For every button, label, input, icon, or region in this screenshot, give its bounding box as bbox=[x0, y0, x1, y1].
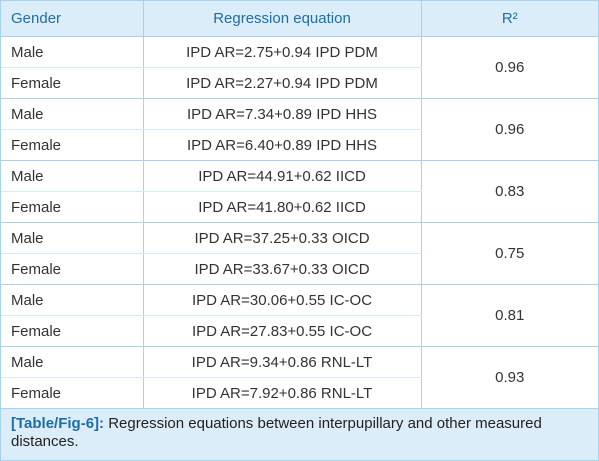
cell-r-squared: 0.93 bbox=[421, 346, 598, 409]
table-row: Female IPD AR=2.27+0.94 IPD PDM bbox=[1, 67, 598, 99]
cell-equation: IPD AR=6.40+0.89 IPD HHS bbox=[143, 129, 422, 161]
cell-gender: Male bbox=[1, 284, 144, 316]
cell-r-squared: 0.75 bbox=[421, 222, 598, 285]
table-row: Male IPD AR=9.34+0.86 RNL-LT 0.93 bbox=[1, 346, 598, 409]
header-regression-equation: Regression equation bbox=[143, 1, 422, 37]
cell-equation: IPD AR=41.80+0.62 IICD bbox=[143, 191, 422, 223]
cell-gender: Male bbox=[1, 98, 144, 130]
table-caption: [Table/Fig-6]: Regression equations betw… bbox=[1, 409, 598, 460]
table-header-row: Gender Regression equation R² bbox=[1, 1, 598, 37]
cell-r-squared: 0.81 bbox=[421, 284, 598, 347]
cell-gender: Male bbox=[1, 160, 144, 192]
cell-equation: IPD AR=2.27+0.94 IPD PDM bbox=[143, 67, 422, 99]
caption-text: Regression equations between interpupill… bbox=[11, 415, 542, 450]
cell-equation: IPD AR=30.06+0.55 IC-OC bbox=[143, 284, 422, 316]
table-row: Female IPD AR=6.40+0.89 IPD HHS bbox=[1, 129, 598, 161]
cell-r-squared: 0.83 bbox=[421, 160, 598, 223]
table-row: Female IPD AR=27.83+0.55 IC-OC bbox=[1, 315, 598, 347]
table-row: Male IPD AR=37.25+0.33 OICD 0.75 bbox=[1, 222, 598, 285]
cell-equation: IPD AR=37.25+0.33 OICD bbox=[143, 222, 422, 254]
cell-gender: Female bbox=[1, 377, 144, 409]
cell-r-squared: 0.96 bbox=[421, 36, 598, 99]
regression-table: Gender Regression equation R² Male IPD A… bbox=[1, 1, 598, 409]
cell-gender: Female bbox=[1, 129, 144, 161]
table-row: Male IPD AR=44.91+0.62 IICD 0.83 bbox=[1, 160, 598, 223]
cell-gender: Female bbox=[1, 253, 144, 285]
cell-equation: IPD AR=44.91+0.62 IICD bbox=[143, 160, 422, 192]
cell-gender: Male bbox=[1, 222, 144, 254]
table-row: Male IPD AR=30.06+0.55 IC-OC 0.81 bbox=[1, 284, 598, 347]
cell-gender: Female bbox=[1, 191, 144, 223]
table-row: Female IPD AR=33.67+0.33 OICD bbox=[1, 253, 598, 285]
cell-gender: Male bbox=[1, 346, 144, 378]
cell-gender: Male bbox=[1, 36, 144, 68]
header-r-squared: R² bbox=[421, 1, 598, 37]
cell-gender: Female bbox=[1, 315, 144, 347]
cell-equation: IPD AR=33.67+0.33 OICD bbox=[143, 253, 422, 285]
table-row: Female IPD AR=7.92+0.86 RNL-LT bbox=[1, 377, 598, 409]
cell-gender: Female bbox=[1, 67, 144, 99]
cell-r-squared: 0.96 bbox=[421, 98, 598, 161]
cell-equation: IPD AR=9.34+0.86 RNL-LT bbox=[143, 346, 422, 378]
table-row: Male IPD AR=7.34+0.89 IPD HHS 0.96 bbox=[1, 98, 598, 161]
cell-equation: IPD AR=27.83+0.55 IC-OC bbox=[143, 315, 422, 347]
cell-equation: IPD AR=2.75+0.94 IPD PDM bbox=[143, 36, 422, 68]
table-row: Female IPD AR=41.80+0.62 IICD bbox=[1, 191, 598, 223]
caption-label: [Table/Fig-6]: bbox=[11, 415, 105, 432]
table-row: Male IPD AR=2.75+0.94 IPD PDM 0.96 bbox=[1, 36, 598, 99]
cell-equation: IPD AR=7.92+0.86 RNL-LT bbox=[143, 377, 422, 409]
header-gender: Gender bbox=[1, 1, 144, 37]
cell-equation: IPD AR=7.34+0.89 IPD HHS bbox=[143, 98, 422, 130]
